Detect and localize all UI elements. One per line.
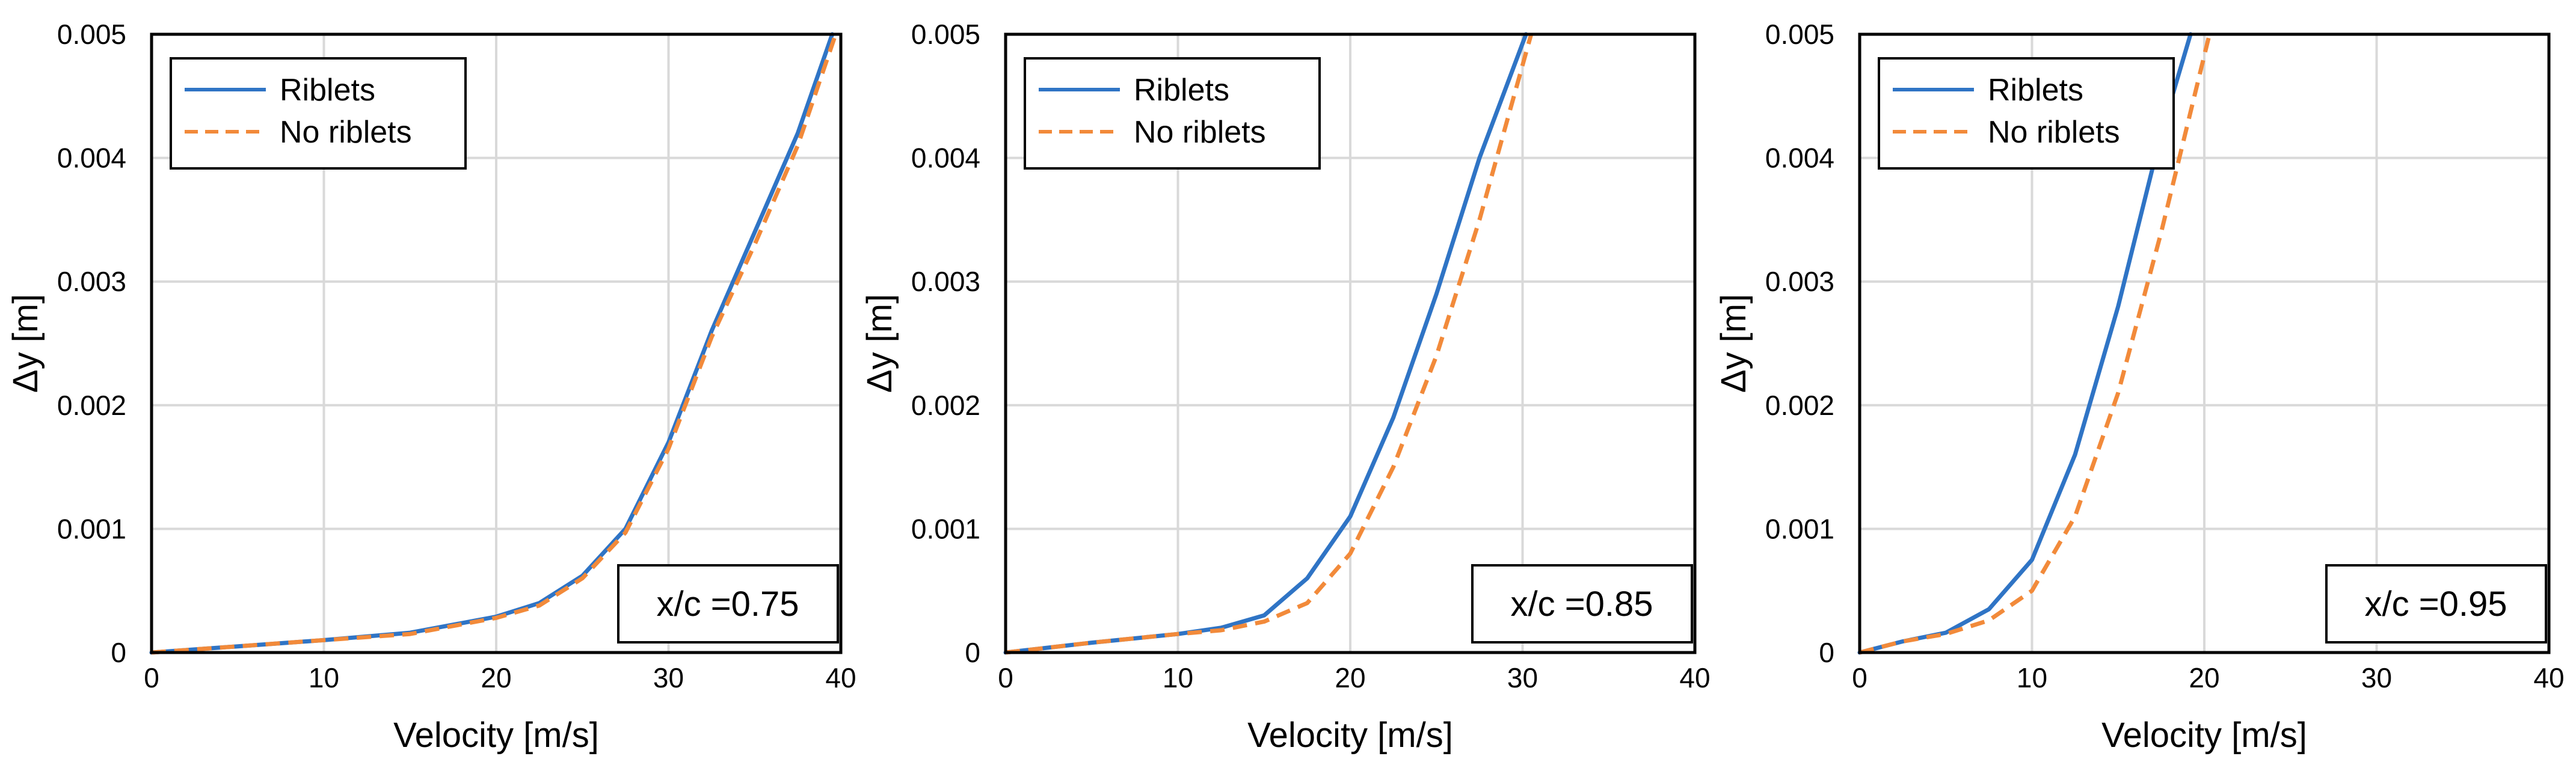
chart-panel-2: 0 10 20 30 40 0 0.001 0.002 0.003 0.004 0.005 Veloc…	[860, 19, 1711, 755]
annotation: x/c =0.85	[1471, 564, 1693, 644]
plot-frame	[150, 32, 843, 654]
x-tick-label: 40	[2533, 662, 2564, 693]
x-tick-label: 0	[1852, 662, 1867, 693]
legend-label: No riblets	[1988, 115, 2120, 150]
x-tick-label: 20	[1335, 662, 1365, 693]
y-tick-label: 0.002	[1765, 390, 1834, 421]
legend-label: No riblets	[280, 115, 412, 150]
x-tick-label: 10	[1163, 662, 1193, 693]
x-tick-label: 30	[2361, 662, 2392, 693]
y-tick-label: 0.005	[911, 19, 980, 50]
plot-frame	[1858, 32, 2551, 654]
legend-box	[1024, 57, 1321, 170]
series-line-no-riblets	[1005, 34, 1534, 655]
x-tick-label: 40	[1679, 662, 1710, 693]
y-tick-label: 0.004	[1765, 143, 1834, 174]
annotation-label: x/c =0.95	[2365, 585, 2507, 624]
x-tick-label: 10	[309, 662, 339, 693]
y-tick-label: 0.004	[57, 143, 126, 174]
y-tick-label: 0.001	[911, 513, 980, 544]
y-tick-label: 0.001	[1765, 513, 1834, 544]
annotation-label: x/c =0.75	[657, 585, 799, 624]
y-axis-label: Δy [m]	[860, 294, 899, 393]
annotation: x/c =0.75	[617, 564, 839, 644]
x-tick-label: 10	[2017, 662, 2047, 693]
legend: Riblets No riblets	[1024, 57, 1321, 170]
x-axis-label: Velocity [m/s]	[393, 716, 599, 755]
chart-panel-1: 0 10 20 30 40 0 0.001 0.002 0.003 0.004 0.005 Veloc…	[6, 19, 856, 755]
legend-box	[170, 57, 467, 170]
y-tick-label: 0.002	[57, 390, 126, 421]
series-line-no-riblets	[151, 33, 838, 655]
series-line-no-riblets	[1859, 34, 2212, 655]
annotation-box	[617, 564, 839, 644]
annotation-label: x/c =0.85	[1511, 585, 1653, 624]
x-tick-label: 0	[998, 662, 1013, 693]
y-tick-label: 0.003	[911, 266, 980, 297]
y-tick-label: 0.001	[57, 513, 126, 544]
x-tick-label: 30	[1507, 662, 1538, 693]
annotation: x/c =0.95	[2325, 564, 2547, 644]
annotation-box	[2325, 564, 2547, 644]
y-axis-label: Δy [m]	[1714, 294, 1753, 393]
chart-panel-3: 0 10 20 30 40 0 0.001 0.002 0.003 0.004 0.005 Veloc…	[1714, 19, 2565, 755]
y-tick-label: 0.005	[57, 19, 126, 50]
legend-box	[1878, 57, 2175, 170]
y-tick-label: 0.003	[57, 266, 126, 297]
legend-label: Riblets	[1134, 73, 1229, 108]
annotation-box	[1471, 564, 1693, 644]
x-tick-label: 30	[653, 662, 684, 693]
legend: Riblets No riblets	[170, 57, 467, 170]
legend-label: Riblets	[1988, 73, 2083, 108]
y-tick-label: 0.003	[1765, 266, 1834, 297]
y-tick-label: 0	[111, 637, 126, 668]
x-tick-label: 0	[144, 662, 159, 693]
x-axis-label: Velocity [m/s]	[1247, 716, 1453, 755]
legend-label: Riblets	[280, 73, 375, 108]
y-tick-label: 0	[965, 637, 980, 668]
y-tick-label: 0.004	[911, 143, 980, 174]
plot-frame	[1004, 32, 1697, 654]
x-tick-label: 40	[825, 662, 856, 693]
y-tick-label: 0.005	[1765, 19, 1834, 50]
y-tick-label: 0	[1819, 637, 1834, 668]
y-axis-label: Δy [m]	[6, 294, 45, 393]
y-tick-label: 0.002	[911, 390, 980, 421]
legend: Riblets No riblets	[1878, 57, 2175, 170]
x-tick-label: 20	[2189, 662, 2219, 693]
legend-label: No riblets	[1134, 115, 1266, 150]
x-tick-label: 20	[481, 662, 511, 693]
x-axis-label: Velocity [m/s]	[2101, 716, 2307, 755]
